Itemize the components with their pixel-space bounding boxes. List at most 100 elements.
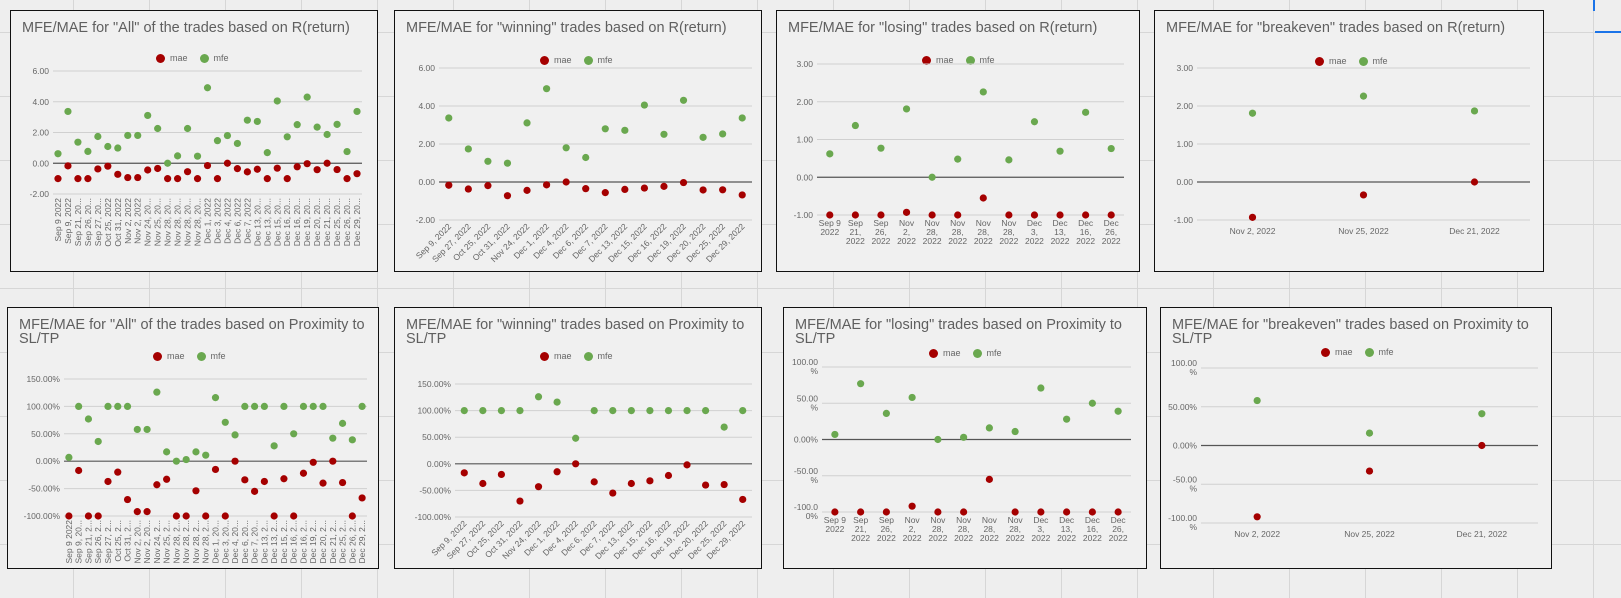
- mae-point[interactable]: [985, 475, 993, 483]
- mae-point[interactable]: [114, 170, 122, 178]
- mae-point[interactable]: [358, 494, 366, 502]
- mae-point[interactable]: [640, 184, 649, 192]
- mae-point[interactable]: [223, 159, 232, 167]
- mfe-point[interactable]: [319, 402, 327, 410]
- mae-point[interactable]: [479, 479, 487, 488]
- mfe-point[interactable]: [192, 448, 200, 456]
- mfe-point[interactable]: [182, 455, 190, 464]
- mfe-point[interactable]: [928, 173, 936, 181]
- mae-point[interactable]: [309, 458, 317, 466]
- chart-all-p[interactable]: MFE/MAE for "All" of the trades based on…: [7, 307, 379, 569]
- mfe-point[interactable]: [202, 451, 210, 459]
- mae-point[interactable]: [851, 211, 859, 219]
- mae-point[interactable]: [329, 457, 337, 465]
- mfe-point[interactable]: [1011, 427, 1019, 436]
- mae-point[interactable]: [164, 175, 172, 183]
- mae-point[interactable]: [826, 211, 834, 219]
- mae-point[interactable]: [1248, 213, 1257, 221]
- legend-item-mfe[interactable]: mfe: [1358, 56, 1388, 66]
- mae-point[interactable]: [582, 185, 590, 193]
- legend-item-mae[interactable]: mae: [1315, 56, 1347, 66]
- legend-item-mae[interactable]: mae: [922, 55, 954, 65]
- mfe-point[interactable]: [153, 388, 161, 396]
- mfe-point[interactable]: [627, 407, 635, 415]
- mae-point[interactable]: [1253, 513, 1261, 521]
- mae-point[interactable]: [303, 160, 311, 168]
- mae-point[interactable]: [263, 175, 271, 183]
- mfe-point[interactable]: [134, 131, 142, 140]
- mfe-point[interactable]: [683, 407, 691, 415]
- mae-point[interactable]: [1107, 211, 1115, 219]
- mae-point[interactable]: [343, 175, 351, 183]
- mae-point[interactable]: [54, 175, 62, 183]
- mfe-point[interactable]: [1082, 108, 1090, 116]
- mfe-point[interactable]: [719, 130, 727, 138]
- mfe-point[interactable]: [94, 437, 102, 446]
- mae-point[interactable]: [908, 502, 916, 510]
- mfe-point[interactable]: [1088, 399, 1096, 407]
- mae-point[interactable]: [562, 178, 570, 186]
- mfe-point[interactable]: [609, 407, 617, 415]
- legend-item-mfe[interactable]: mfe: [196, 351, 226, 361]
- mfe-point[interactable]: [241, 402, 249, 410]
- mfe-point[interactable]: [104, 142, 112, 151]
- mae-point[interactable]: [503, 192, 512, 200]
- mfe-point[interactable]: [1037, 384, 1045, 392]
- mfe-point[interactable]: [553, 398, 561, 406]
- chart-winning-p[interactable]: MFE/MAE for "winning" trades based on Pr…: [394, 307, 762, 569]
- mae-point[interactable]: [84, 175, 92, 183]
- mfe-point[interactable]: [701, 407, 710, 415]
- mfe-point[interactable]: [1107, 144, 1115, 153]
- mae-point[interactable]: [934, 508, 942, 516]
- mae-point[interactable]: [1365, 467, 1374, 475]
- mae-point[interactable]: [683, 461, 691, 469]
- mfe-point[interactable]: [338, 419, 347, 427]
- mfe-point[interactable]: [309, 402, 317, 410]
- mae-point[interactable]: [542, 181, 551, 189]
- mfe-point[interactable]: [1114, 407, 1122, 415]
- mae-point[interactable]: [290, 512, 298, 520]
- legend-item-mfe[interactable]: mfe: [199, 53, 229, 63]
- mfe-point[interactable]: [699, 133, 707, 141]
- mfe-point[interactable]: [1005, 156, 1013, 164]
- mae-point[interactable]: [94, 512, 102, 520]
- mae-point[interactable]: [1037, 508, 1045, 516]
- mfe-point[interactable]: [273, 97, 281, 105]
- mae-point[interactable]: [202, 512, 210, 520]
- mfe-point[interactable]: [114, 402, 122, 410]
- mfe-point[interactable]: [464, 145, 472, 153]
- mfe-point[interactable]: [173, 152, 182, 160]
- mae-point[interactable]: [193, 175, 202, 183]
- mfe-point[interactable]: [445, 114, 453, 122]
- legend-item-mae[interactable]: mae: [540, 55, 572, 65]
- mae-point[interactable]: [333, 165, 341, 174]
- chart-losing-r[interactable]: MFE/MAE for "losing" trades based on R(r…: [776, 10, 1140, 272]
- mfe-point[interactable]: [243, 116, 251, 124]
- mae-point[interactable]: [954, 211, 962, 219]
- mfe-point[interactable]: [479, 407, 487, 415]
- mae-point[interactable]: [516, 497, 524, 505]
- mae-point[interactable]: [250, 487, 259, 495]
- mfe-point[interactable]: [1478, 410, 1486, 418]
- mae-point[interactable]: [348, 512, 356, 520]
- mfe-point[interactable]: [664, 407, 673, 415]
- mae-point[interactable]: [877, 211, 885, 219]
- mae-point[interactable]: [738, 191, 746, 199]
- mfe-point[interactable]: [203, 84, 212, 92]
- mae-point[interactable]: [928, 211, 936, 219]
- mae-point[interactable]: [857, 508, 865, 516]
- mae-point[interactable]: [1056, 211, 1064, 219]
- mfe-point[interactable]: [1470, 107, 1479, 115]
- mfe-point[interactable]: [221, 418, 229, 426]
- mae-point[interactable]: [572, 460, 580, 468]
- mfe-point[interactable]: [172, 457, 181, 465]
- mae-point[interactable]: [660, 182, 668, 190]
- mae-point[interactable]: [1082, 211, 1090, 219]
- mae-point[interactable]: [243, 168, 251, 176]
- mae-point[interactable]: [701, 481, 710, 489]
- mfe-point[interactable]: [231, 431, 239, 439]
- mfe-point[interactable]: [523, 119, 531, 127]
- mfe-point[interactable]: [84, 415, 93, 423]
- mae-point[interactable]: [553, 468, 561, 476]
- mae-point[interactable]: [1011, 508, 1019, 516]
